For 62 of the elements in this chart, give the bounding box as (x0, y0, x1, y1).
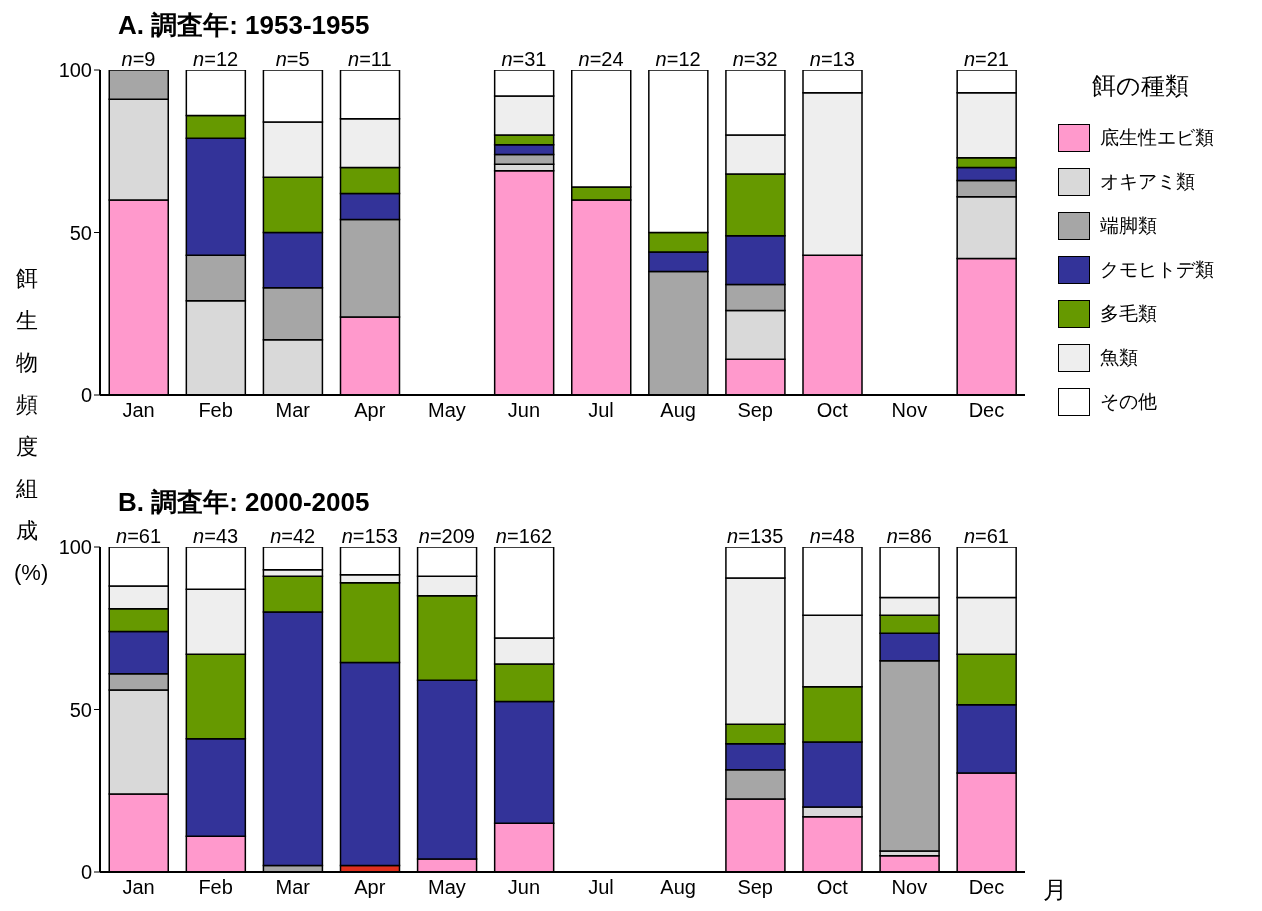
annotation: n=11 (348, 48, 392, 70)
annotation: n=12 (655, 48, 701, 70)
annotation: n=5 (275, 48, 310, 70)
x-tick-label: Oct (816, 876, 849, 899)
chart-title: B. 調査年: 2000-2005 (118, 486, 370, 519)
y-axis-title: 餌生物頻度組成 (%) (14, 265, 49, 587)
chart-title: A. 調査年: 1953-1955 (118, 9, 370, 42)
legend-label: 多毛類 (1100, 302, 1157, 326)
legend-label: 底生性エビ類 (1100, 126, 1214, 150)
annotation: n=153 (341, 525, 398, 547)
annotation: n=31 (501, 48, 547, 70)
y-tick-label: 50 (69, 698, 92, 721)
legend-label: その他 (1100, 390, 1157, 414)
annotation: n=13 (809, 48, 855, 70)
legend-label: 魚類 (1100, 346, 1138, 370)
x-tick-label: Jun (507, 399, 541, 422)
x-tick-label: Oct (816, 399, 849, 422)
x-tick-label: Nov (891, 399, 928, 422)
x-tick-label: Jan (122, 876, 155, 899)
y-tick-label: 100 (58, 59, 92, 82)
x-tick-label: Feb (198, 876, 233, 899)
x-tick-label: Jan (122, 399, 155, 422)
legend-title: 餌の種類 (1092, 71, 1190, 101)
x-axis-title: 月 (1043, 875, 1067, 905)
annotation: n=61 (116, 525, 162, 547)
annotation: n=162 (495, 525, 553, 547)
y-tick-label: 50 (69, 221, 92, 244)
annotation: n=61 (963, 525, 1009, 547)
y-tick-label: 100 (58, 536, 92, 559)
y-tick-label: 0 (80, 384, 92, 407)
x-tick-label: Dec (968, 876, 1005, 899)
annotation: n=24 (578, 48, 624, 70)
annotation: n=48 (809, 525, 855, 547)
x-tick-label: Sep (737, 876, 774, 899)
x-tick-label: Jun (507, 876, 541, 899)
annotation: n=86 (886, 525, 932, 547)
x-tick-label: Jul (588, 399, 614, 422)
legend-label: オキアミ類 (1100, 170, 1195, 194)
x-tick-label: Mar (275, 876, 311, 899)
legend-label: クモヒトデ類 (1100, 258, 1214, 282)
x-tick-label: Apr (354, 399, 386, 422)
annotation: n=12 (193, 48, 239, 70)
x-tick-label: Mar (275, 399, 311, 422)
x-tick-label: May (427, 399, 466, 422)
x-tick-label: Jul (588, 876, 614, 899)
x-tick-label: Sep (737, 399, 774, 422)
x-tick-label: May (427, 876, 466, 899)
x-tick-label: Apr (354, 876, 386, 899)
annotation: n=209 (418, 525, 475, 547)
x-tick-label: Nov (891, 876, 928, 899)
x-tick-label: Aug (660, 399, 696, 422)
annotation: n=43 (193, 525, 239, 547)
legend-label: 端脚類 (1100, 214, 1157, 238)
x-tick-label: Aug (660, 876, 696, 899)
x-tick-label: Feb (198, 399, 233, 422)
annotation: n=42 (270, 525, 316, 547)
annotation: n=21 (963, 48, 1009, 70)
x-tick-label: Dec (968, 399, 1005, 422)
annotation: n=9 (121, 48, 156, 70)
annotation: n=32 (732, 48, 778, 70)
annotation: n=135 (727, 525, 784, 547)
y-tick-label: 0 (80, 861, 92, 884)
